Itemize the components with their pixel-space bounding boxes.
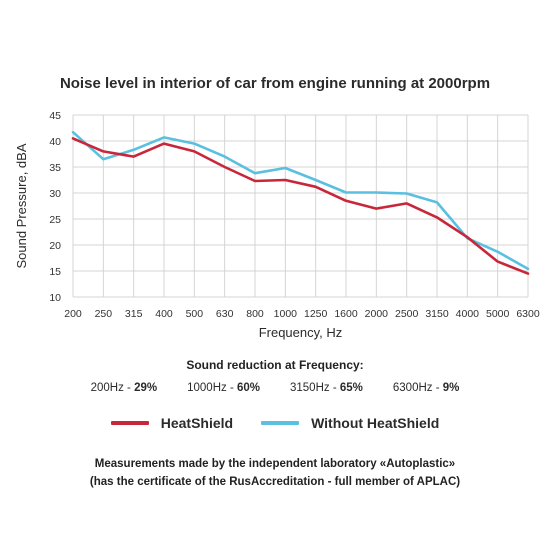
x-axis-title: Frequency, Hz	[259, 325, 343, 340]
legend-swatch-heatshield	[110, 421, 149, 425]
x-tick-label: 315	[125, 308, 143, 320]
x-tick-label: 4000	[456, 308, 480, 320]
x-tick-label: 1250	[304, 308, 328, 320]
y-tick-label: 20	[49, 240, 61, 252]
legend-item-heatshield: HeatShield	[110, 415, 234, 431]
y-tick-label: 10	[49, 292, 61, 304]
legend-label: HeatShield	[160, 415, 234, 431]
x-tick-label: 500	[186, 308, 204, 320]
footnote-line: Measurements made by the independent lab…	[94, 458, 456, 470]
reduction-item: 1000Hz - 60%	[187, 382, 260, 394]
footnote: Measurements made by the independent lab…	[0, 455, 550, 491]
y-tick-label: 30	[49, 188, 61, 200]
line-chart: 10 15 20 25 30 35 40 45 200 250 315 400 500 630 800 100…	[14, 110, 540, 340]
x-tick-label: 6300	[516, 308, 540, 320]
chart-legend: HeatShield Without HeatShield	[0, 415, 550, 431]
x-tick-label: 5000	[486, 308, 510, 320]
x-tick-label: 3150	[425, 308, 449, 320]
x-tick-label: 250	[95, 308, 113, 320]
chart-title: Noise level in interior of car from engi…	[59, 75, 491, 92]
reduction-item: 200Hz - 29%	[90, 382, 158, 394]
reduction-item: 6300Hz - 9%	[392, 382, 460, 394]
y-tick-label: 40	[49, 136, 61, 148]
y-tick-label: 15	[49, 266, 61, 278]
footnote-line: (has the certificate of the RusAccredita…	[89, 476, 461, 488]
x-tick-label: 2000	[365, 308, 389, 320]
series-line-heatshield	[71, 137, 530, 275]
x-tick-label: 630	[216, 308, 234, 320]
x-tick-label: 2500	[395, 308, 419, 320]
x-tick-label: 400	[155, 308, 173, 320]
legend-swatch-without-heatshield	[261, 421, 300, 425]
y-tick-label: 45	[49, 110, 61, 122]
series-line-without-heatshield	[71, 130, 530, 271]
legend-label: Without HeatShield	[311, 415, 440, 431]
legend-item-without-heatshield: Without HeatShield	[261, 415, 439, 431]
reduction-list: 200Hz - 29% 1000Hz - 60% 3150Hz - 65% 63…	[0, 382, 550, 394]
y-axis-title: Sound Pressure, dBA	[14, 143, 29, 268]
reduction-item: 3150Hz - 65%	[290, 382, 363, 394]
x-tick-label: 200	[64, 308, 82, 320]
x-tick-label: 1600	[334, 308, 358, 320]
x-tick-label: 800	[246, 308, 264, 320]
y-tick-label: 35	[49, 162, 61, 174]
reduction-heading: Sound reduction at Frequency:	[186, 358, 364, 372]
y-tick-label: 25	[49, 214, 61, 226]
x-tick-label: 1000	[274, 308, 298, 320]
